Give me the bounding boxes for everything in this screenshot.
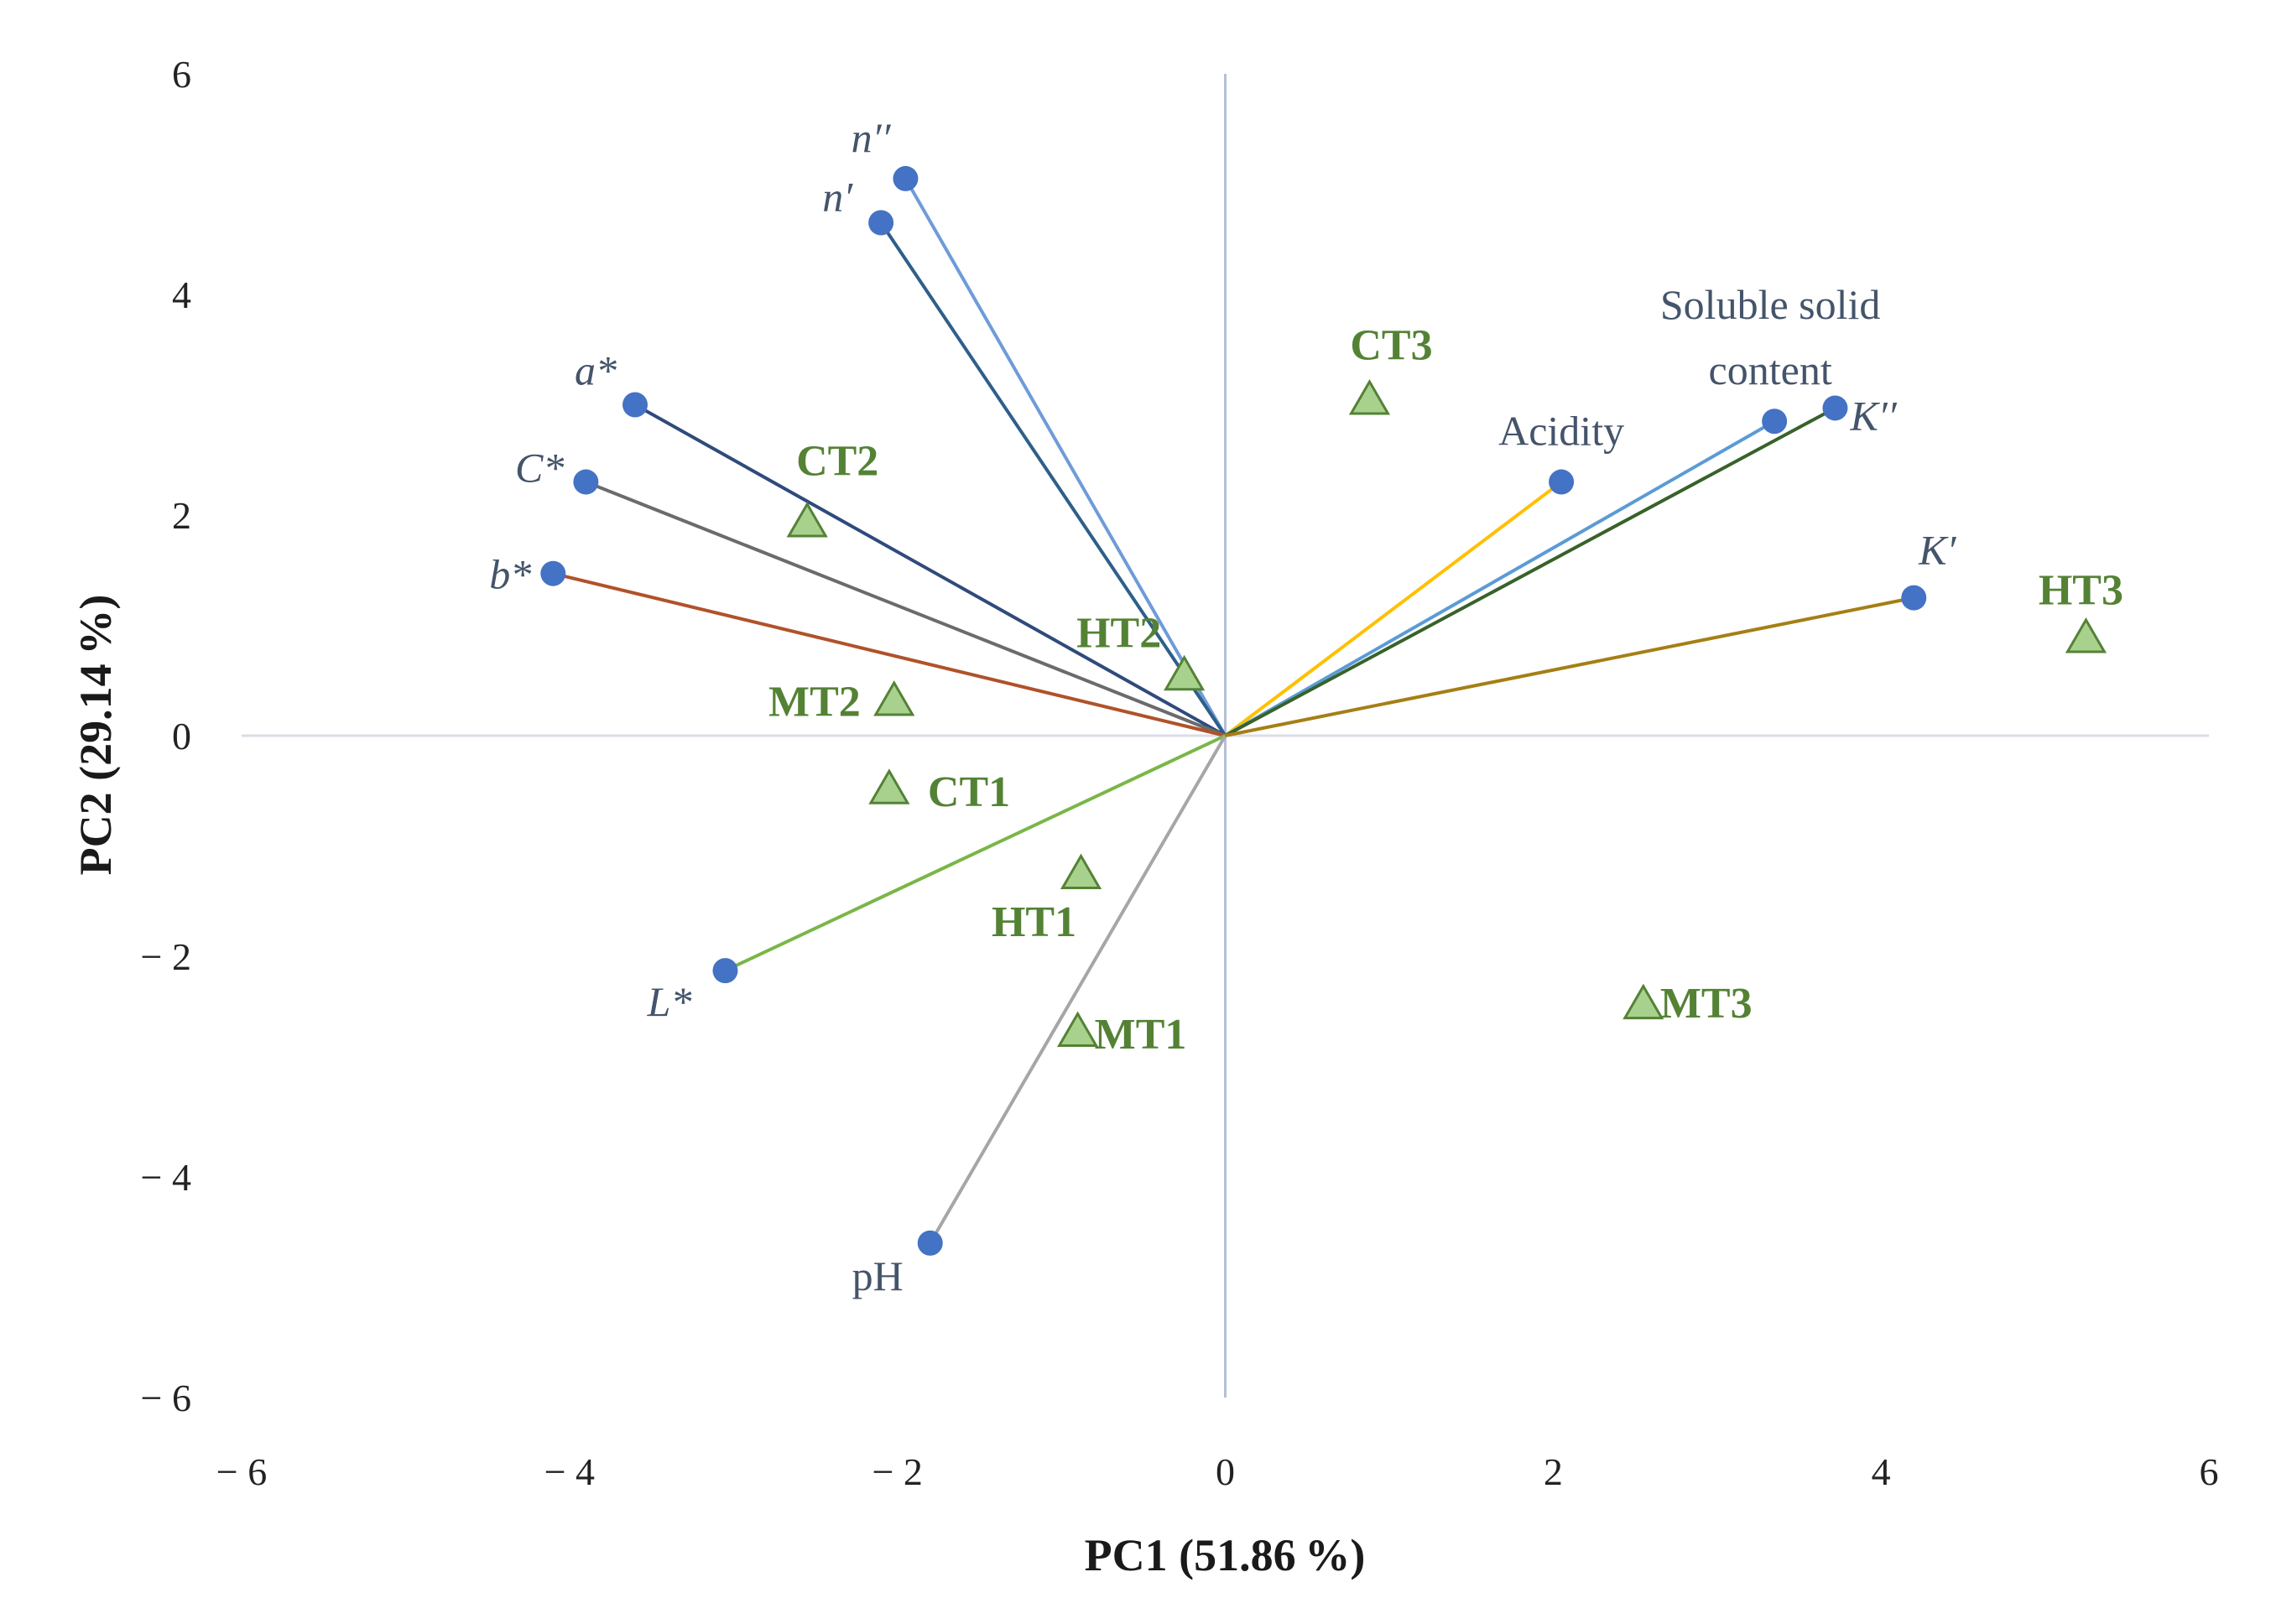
observation-marker-mt2 bbox=[873, 679, 915, 716]
observation-marker-ct2 bbox=[786, 501, 828, 538]
x-tick-label: 0 bbox=[1216, 1450, 1235, 1493]
x-axis-title: PC1 (51.86 %) bbox=[1085, 1530, 1366, 1580]
x-tick-label: − 4 bbox=[544, 1450, 595, 1493]
variable-label-l: L* bbox=[647, 978, 692, 1025]
observation-label-ct1: CT1 bbox=[928, 768, 1010, 816]
variable-label-acidity: Acidity bbox=[1498, 408, 1624, 455]
loading-vector-c bbox=[585, 480, 1227, 737]
y-tick-label: 2 bbox=[172, 494, 191, 537]
variable-point-acidity bbox=[1549, 469, 1575, 495]
loading-vector-k2 bbox=[1224, 406, 1836, 737]
variable-label-ssc: Soluble solid bbox=[1660, 281, 1881, 328]
variable-point-ph bbox=[917, 1230, 943, 1256]
y-axis-title: PC2 (29.14 %) bbox=[70, 595, 121, 876]
observation-label-ht2: HT2 bbox=[1076, 609, 1161, 657]
observation-marker-ht2 bbox=[1164, 654, 1206, 691]
y-tick-label: 4 bbox=[172, 273, 191, 316]
variable-label-ssc: content bbox=[1709, 346, 1832, 393]
loading-vector-b bbox=[552, 571, 1226, 737]
observation-marker-mt3 bbox=[1623, 983, 1664, 1020]
loading-vector-acidity bbox=[1224, 480, 1563, 737]
observation-marker-mt1 bbox=[1057, 1011, 1099, 1047]
variable-point-c bbox=[573, 469, 599, 495]
y-tick-label: − 2 bbox=[141, 935, 191, 978]
observation-label-mt2: MT2 bbox=[768, 679, 861, 726]
x-tick-label: − 2 bbox=[872, 1450, 922, 1493]
y-tick-label: − 6 bbox=[141, 1377, 191, 1419]
variable-point-l bbox=[712, 958, 738, 984]
loading-vector-k1 bbox=[1225, 596, 1914, 737]
variable-point-ssc bbox=[1762, 409, 1788, 435]
variable-point-n2 bbox=[893, 165, 919, 191]
observation-label-ht1: HT1 bbox=[992, 898, 1076, 946]
loading-vector-l bbox=[724, 734, 1227, 972]
tick-labels: − 6 − 4 − 2 0 2 4 6 6 4 2 0 − 2 − 4 − 6 bbox=[141, 53, 2219, 1493]
variable-label-k2: K′′ bbox=[1849, 392, 1897, 439]
observation-label-ht3: HT3 bbox=[2039, 567, 2123, 615]
x-tick-label: 2 bbox=[1544, 1450, 1563, 1493]
observation-label-ct3: CT3 bbox=[1350, 322, 1432, 370]
variable-label-k1: K′ bbox=[1918, 527, 1956, 574]
variable-point-b bbox=[540, 560, 566, 586]
variable-label-b: b* bbox=[489, 551, 531, 598]
variable-points bbox=[540, 165, 1927, 1256]
loading-vector-ssc bbox=[1224, 419, 1776, 737]
y-tick-label: 0 bbox=[172, 715, 191, 757]
variable-label-n2: n′′ bbox=[852, 114, 892, 161]
variable-point-n1 bbox=[868, 210, 894, 236]
variable-label-ph: pH bbox=[852, 1252, 904, 1299]
x-tick-label: 4 bbox=[1872, 1450, 1891, 1493]
loading-vector-a bbox=[634, 403, 1227, 737]
loading-vector-n1 bbox=[879, 221, 1227, 737]
observation-marker-ct1 bbox=[868, 768, 910, 804]
y-tick-label: 6 bbox=[172, 53, 191, 96]
observation-label-ct2: CT2 bbox=[796, 438, 878, 486]
variable-label-c: C* bbox=[515, 445, 564, 492]
loading-vectors bbox=[552, 177, 1914, 1244]
observation-label-mt1: MT1 bbox=[1095, 1011, 1187, 1059]
loading-vector-ph bbox=[929, 734, 1227, 1244]
variable-label-a: a* bbox=[575, 347, 617, 394]
observation-marker-ht1 bbox=[1060, 853, 1102, 889]
observation-marker-ct3 bbox=[1348, 379, 1391, 415]
variable-point-a bbox=[622, 392, 648, 418]
observation-markers bbox=[786, 379, 2107, 1047]
x-tick-label: − 6 bbox=[216, 1450, 267, 1493]
variable-point-k2 bbox=[1822, 395, 1848, 421]
observation-label-mt3: MT3 bbox=[1660, 980, 1753, 1028]
loading-vector-n2 bbox=[904, 177, 1227, 737]
y-tick-label: − 4 bbox=[141, 1156, 191, 1199]
variable-label-n1: n′ bbox=[822, 174, 853, 221]
x-tick-label: 6 bbox=[2200, 1450, 2219, 1493]
point-labels: n′′ n′ a* C* b* L* pH Acidity Soluble solid conte… bbox=[489, 114, 2123, 1299]
variable-point-k1 bbox=[1901, 585, 1927, 611]
observation-marker-ht3 bbox=[2065, 617, 2107, 653]
